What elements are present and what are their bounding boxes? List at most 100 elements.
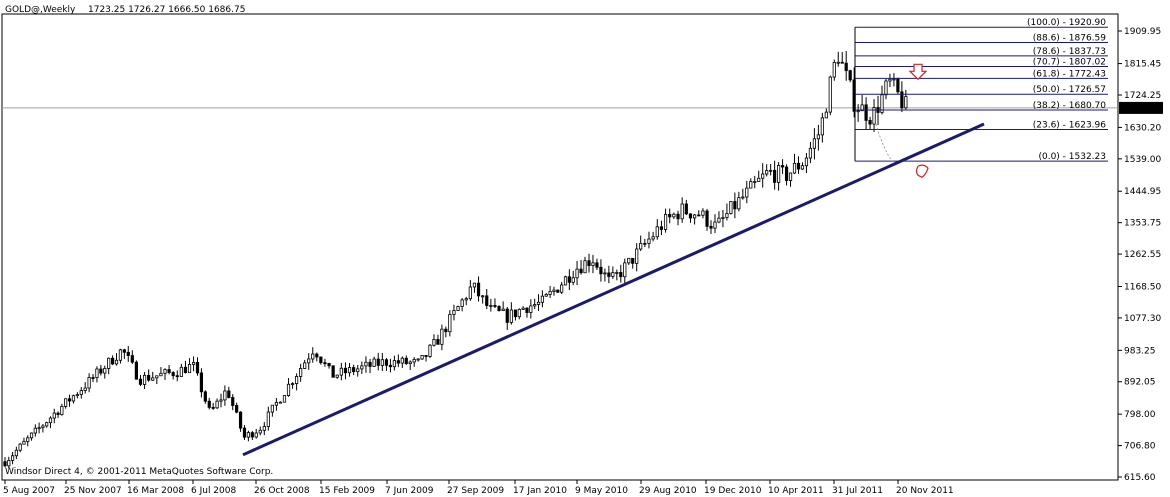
candle bbox=[680, 197, 684, 223]
candle-body bbox=[83, 387, 87, 391]
candle bbox=[167, 364, 171, 375]
candle-body bbox=[517, 308, 521, 318]
candle bbox=[769, 163, 773, 176]
candle bbox=[246, 430, 250, 442]
candle bbox=[110, 355, 115, 366]
candle-body bbox=[356, 368, 360, 373]
candle-body bbox=[266, 411, 270, 427]
candle bbox=[701, 208, 705, 219]
candle-body bbox=[134, 361, 138, 380]
candle-body bbox=[497, 306, 501, 312]
candle-body bbox=[436, 339, 440, 345]
candle-body bbox=[880, 94, 884, 113]
candle-body bbox=[388, 364, 393, 368]
candle bbox=[26, 435, 30, 447]
candle bbox=[684, 199, 688, 216]
candle-body bbox=[416, 358, 420, 361]
candle bbox=[579, 260, 583, 275]
candle bbox=[83, 382, 87, 394]
candle-body bbox=[529, 305, 533, 313]
candle-body bbox=[392, 360, 396, 368]
candle bbox=[639, 235, 643, 251]
candle-body bbox=[130, 355, 134, 363]
candle-body bbox=[725, 213, 729, 218]
candle bbox=[360, 361, 364, 374]
sell-arrow-icon[interactable] bbox=[908, 63, 928, 81]
candle-body bbox=[560, 284, 564, 293]
price-tick-label: 1630.20 bbox=[1124, 123, 1161, 133]
candle-body bbox=[270, 404, 274, 413]
candle bbox=[757, 170, 761, 182]
candle bbox=[274, 397, 279, 411]
candle bbox=[33, 424, 37, 437]
candle-body bbox=[199, 372, 204, 393]
candle-body bbox=[331, 365, 335, 378]
candle-body bbox=[836, 61, 840, 64]
price-tick-label: 1815.45 bbox=[1124, 60, 1161, 70]
candle-body bbox=[207, 400, 211, 408]
candle bbox=[533, 298, 537, 310]
candle bbox=[493, 298, 497, 309]
candle-body bbox=[412, 359, 416, 363]
candle bbox=[444, 326, 448, 338]
candle-body bbox=[48, 417, 53, 424]
trendline[interactable] bbox=[242, 122, 985, 457]
candle-body bbox=[37, 427, 41, 430]
candle-body bbox=[290, 383, 295, 385]
candle bbox=[138, 375, 143, 386]
candle bbox=[29, 432, 34, 441]
candle-body bbox=[647, 238, 651, 244]
candle bbox=[48, 416, 53, 429]
candle-body bbox=[138, 378, 143, 385]
candle bbox=[745, 180, 749, 204]
candle-body bbox=[472, 282, 477, 288]
candle bbox=[175, 370, 179, 382]
candle bbox=[299, 363, 303, 382]
candle bbox=[765, 164, 769, 177]
candle bbox=[544, 292, 548, 297]
candle-body bbox=[219, 399, 223, 402]
plot-frame bbox=[1, 13, 1119, 481]
candle-body bbox=[643, 242, 647, 245]
candle-body bbox=[420, 355, 424, 360]
candle bbox=[468, 279, 472, 301]
candle-body bbox=[464, 298, 468, 301]
projection-curve bbox=[875, 123, 894, 163]
candle-body bbox=[631, 257, 635, 264]
candle-body bbox=[552, 289, 556, 292]
candle bbox=[485, 289, 489, 310]
candle bbox=[587, 253, 591, 273]
candle bbox=[784, 164, 789, 186]
candle-body bbox=[824, 111, 828, 119]
candle-body bbox=[460, 299, 464, 307]
candle-body bbox=[95, 368, 99, 378]
candle bbox=[416, 358, 420, 362]
candle bbox=[868, 116, 872, 130]
candle-body bbox=[721, 217, 725, 219]
candle-body bbox=[525, 307, 529, 313]
candle bbox=[67, 394, 72, 407]
candle bbox=[235, 402, 239, 414]
candle bbox=[45, 421, 49, 428]
candle-body bbox=[87, 377, 91, 389]
candle-body bbox=[840, 61, 844, 64]
candle-body bbox=[33, 427, 37, 434]
candle-body bbox=[99, 368, 103, 374]
candle bbox=[254, 428, 258, 439]
candle bbox=[440, 324, 444, 351]
candle bbox=[464, 296, 468, 306]
candle-body bbox=[428, 344, 432, 357]
candle-body bbox=[163, 369, 167, 374]
candle-body bbox=[635, 248, 639, 264]
candle-body bbox=[717, 217, 721, 223]
candle bbox=[238, 411, 243, 432]
candle bbox=[505, 307, 509, 330]
candle bbox=[71, 394, 76, 404]
candle bbox=[266, 406, 270, 431]
candle bbox=[872, 99, 876, 132]
candle-body bbox=[227, 390, 231, 398]
thumbs-down-icon[interactable] bbox=[915, 164, 929, 178]
candle-body bbox=[79, 390, 83, 395]
